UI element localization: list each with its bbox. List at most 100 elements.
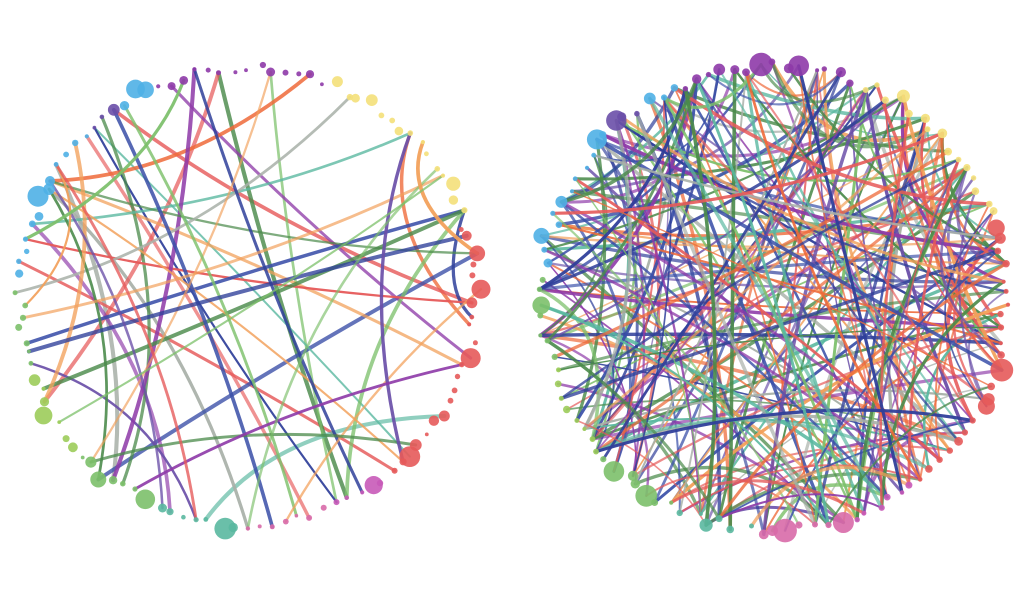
network-edge (48, 179, 479, 255)
network-node (181, 514, 186, 520)
network-node (244, 68, 248, 73)
network-edge (89, 70, 272, 464)
network-edge (42, 140, 87, 404)
network-node (365, 94, 378, 106)
network-node (205, 67, 211, 73)
network-node (137, 81, 154, 99)
network-node (1001, 279, 1006, 284)
network-node (661, 94, 668, 101)
network-node (589, 436, 596, 442)
network-edge (284, 288, 483, 523)
network-edge (645, 474, 816, 526)
network-node (454, 373, 461, 380)
network-edge (744, 71, 974, 422)
network-node (120, 480, 126, 487)
network-edge (718, 419, 974, 520)
network-node (946, 447, 953, 454)
network-edge (451, 208, 474, 319)
network-node (832, 512, 854, 533)
network-edge (695, 77, 830, 527)
network-node (28, 360, 34, 366)
network-node (835, 67, 846, 78)
network-node (448, 195, 459, 205)
network-node (987, 219, 1005, 237)
network-edge (706, 72, 928, 121)
network-node (80, 455, 85, 460)
network-node (989, 207, 998, 215)
node-layer (12, 61, 491, 540)
network-edge (862, 158, 960, 515)
network-node (997, 310, 1004, 318)
network-node (108, 476, 118, 485)
network-node (544, 338, 550, 344)
network-node (266, 67, 276, 77)
network-node (767, 525, 778, 536)
network-node (977, 397, 995, 415)
network-node (593, 448, 599, 455)
network-node (391, 467, 398, 474)
network-node (57, 420, 62, 424)
network-node (990, 358, 1014, 382)
network-edge (633, 465, 831, 527)
network-edge (89, 432, 418, 464)
network-edge (545, 339, 721, 521)
network-edge (24, 163, 72, 307)
network-node (881, 96, 889, 104)
network-node (378, 112, 385, 119)
network-edge (111, 107, 474, 305)
network-node (472, 340, 478, 346)
network-edge (538, 288, 1002, 316)
network-node (68, 442, 78, 453)
network-edge (822, 67, 952, 453)
network-node (72, 139, 79, 147)
network-node (12, 290, 18, 296)
network-node (569, 189, 575, 194)
network-edge (47, 187, 109, 481)
network-node (1003, 288, 1009, 294)
network-node (460, 348, 481, 369)
network-node (135, 489, 156, 510)
network-edge (615, 119, 1008, 293)
network-node (320, 82, 324, 87)
network-node (917, 476, 923, 482)
network-node (245, 526, 251, 531)
network-edge (683, 86, 717, 527)
network-node (41, 386, 46, 391)
network-edge (592, 153, 1002, 240)
network-node (296, 71, 302, 77)
network-node (466, 297, 478, 309)
network-edge (695, 77, 960, 443)
network-node (434, 166, 441, 172)
network-edge (551, 212, 801, 527)
network-edge (770, 60, 930, 149)
network-edge (880, 280, 1006, 510)
network-node (344, 495, 350, 501)
network-edge (635, 111, 817, 527)
network-node (742, 68, 750, 77)
network-node (994, 232, 1006, 244)
network-node (713, 63, 726, 76)
network-node (699, 518, 713, 532)
network-edge (695, 78, 974, 422)
network-node (471, 279, 491, 299)
network-node (90, 471, 107, 488)
network-node (541, 246, 548, 253)
network-node (63, 151, 69, 158)
network-edge (884, 99, 1003, 371)
network-edge (538, 333, 961, 444)
network-node (600, 456, 607, 463)
network-edge (648, 96, 884, 510)
network-edge (246, 167, 439, 530)
edge-layer (13, 67, 483, 531)
network-edge (547, 262, 889, 499)
network-node (216, 70, 221, 76)
network-node (451, 387, 458, 394)
network-node (682, 86, 689, 92)
network-edge (956, 166, 1008, 266)
network-edge (26, 233, 469, 354)
network-node (447, 397, 454, 404)
sparse-network-diagram (12, 61, 491, 540)
network-node (971, 187, 980, 195)
network-node (15, 323, 23, 331)
network-node (692, 74, 702, 84)
